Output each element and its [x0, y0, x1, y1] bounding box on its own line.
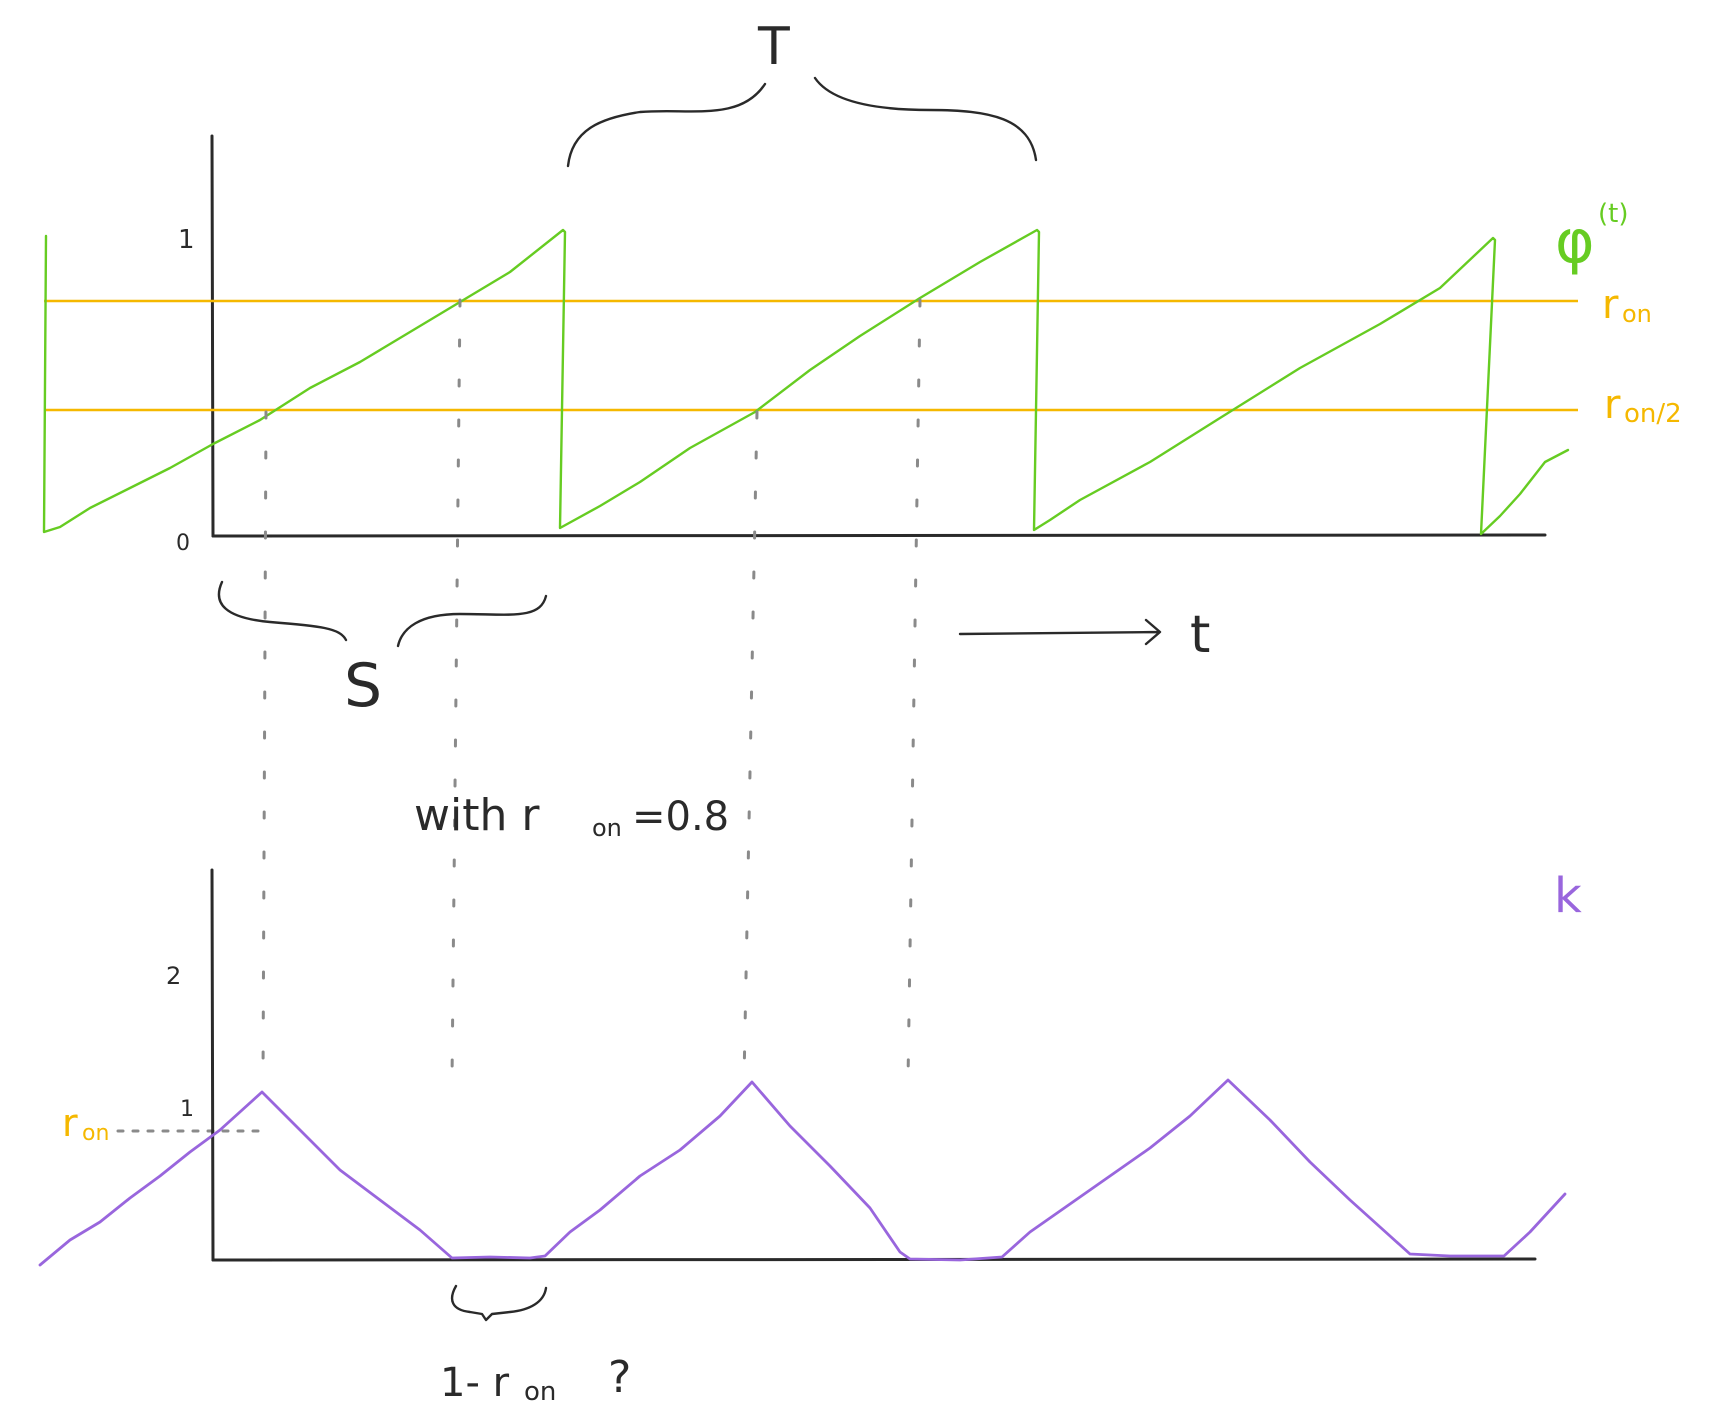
k-label: k	[1554, 868, 1582, 924]
period-brace	[566, 76, 1038, 168]
top-tick-one: 1	[178, 225, 195, 255]
plateau-prefix: 1- r	[440, 1360, 510, 1406]
bottom-x-axis	[211, 1257, 1537, 1262]
guide-line-2	[450, 298, 462, 1082]
note-suffix: =0.8	[632, 794, 729, 840]
bottom-tick-two: 2	[166, 962, 181, 990]
r-on-half-subscript: on/2	[1624, 399, 1682, 429]
r-on-axis-marker: r on	[62, 1101, 109, 1146]
phi-plot: 1 0 T φ (t) r on r on/2 S t with r on	[42, 17, 1682, 1133]
guide-line-3	[742, 410, 759, 1082]
shift-brace	[217, 580, 548, 648]
phi-sawtooth-curve	[42, 228, 1570, 536]
period-label: T	[757, 17, 790, 77]
shift-label: S	[344, 651, 382, 721]
r-on-label: r on	[1602, 282, 1652, 328]
note-prefix: with r	[414, 790, 540, 841]
phi-symbol: φ	[1555, 207, 1595, 277]
plateau-label: 1- r on ?	[440, 1352, 631, 1407]
r-on-half-symbol: r	[1604, 382, 1621, 428]
r-on-marker-subscript: on	[82, 1121, 109, 1146]
guide-line-1	[261, 410, 268, 1082]
phi-label: φ (t)	[1555, 199, 1628, 277]
time-arrow: t	[958, 605, 1210, 665]
k-plot: 2 1 r on k 1- r on ?	[38, 868, 1582, 1407]
note-subscript: on	[592, 814, 622, 842]
top-x-axis	[211, 533, 1547, 538]
r-on-symbol: r	[1602, 282, 1619, 328]
phi-superscript: (t)	[1598, 199, 1628, 229]
r-on-half-label: r on/2	[1604, 382, 1682, 429]
plateau-question: ?	[608, 1352, 631, 1403]
r-on-subscript: on	[1622, 300, 1652, 328]
plateau-subscript: on	[524, 1377, 556, 1407]
top-tick-zero: 0	[176, 531, 190, 556]
plateau-brace	[450, 1284, 548, 1322]
time-label: t	[1190, 605, 1210, 665]
r-on-marker-symbol: r	[62, 1101, 78, 1145]
k-triangle-curve	[38, 1078, 1567, 1267]
bottom-y-axis	[210, 868, 215, 1262]
r-on-note: with r on =0.8	[414, 790, 729, 842]
guide-line-4	[906, 298, 922, 1082]
bottom-tick-one: 1	[180, 1097, 194, 1122]
top-y-axis	[210, 134, 215, 538]
